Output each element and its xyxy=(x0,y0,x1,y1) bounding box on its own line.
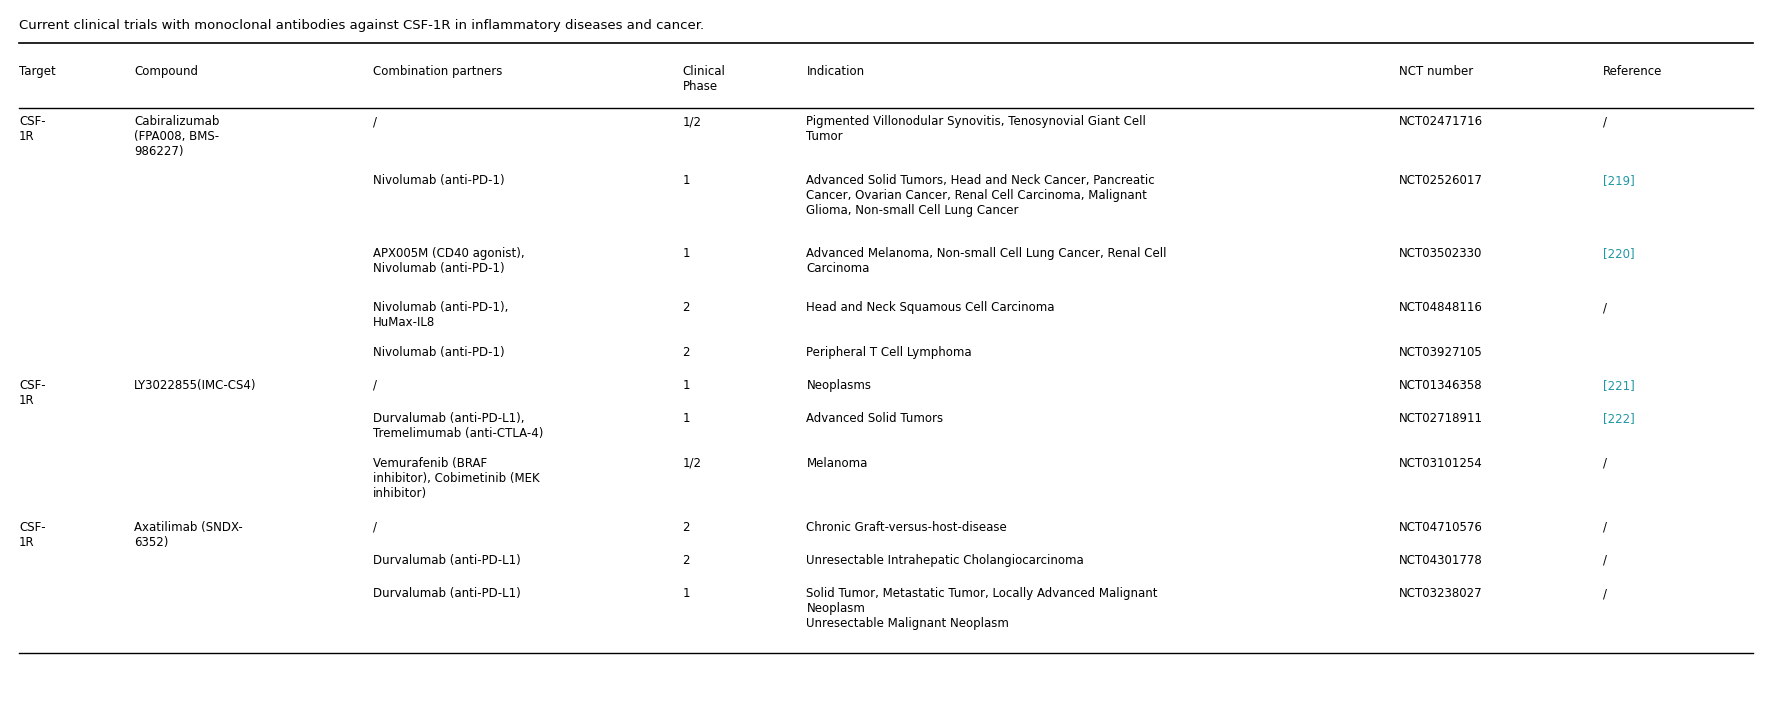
Text: LY3022855(IMC-CS4): LY3022855(IMC-CS4) xyxy=(135,379,257,392)
Text: /: / xyxy=(372,521,377,534)
Text: 1/2: 1/2 xyxy=(682,115,702,128)
Text: Pigmented Villonodular Synovitis, Tenosynovial Giant Cell
Tumor: Pigmented Villonodular Synovitis, Tenosy… xyxy=(806,115,1146,143)
Text: 2: 2 xyxy=(682,301,689,314)
Text: 1: 1 xyxy=(682,587,689,601)
Text: /: / xyxy=(1602,115,1607,128)
Text: [219]: [219] xyxy=(1602,174,1634,188)
Text: [221]: [221] xyxy=(1602,379,1634,392)
Text: /: / xyxy=(372,379,377,392)
Text: NCT04301778: NCT04301778 xyxy=(1400,554,1483,567)
Text: Current clinical trials with monoclonal antibodies against CSF-1R in inflammator: Current clinical trials with monoclonal … xyxy=(19,20,703,33)
Text: Advanced Solid Tumors: Advanced Solid Tumors xyxy=(806,412,943,425)
Text: Durvalumab (anti-PD-L1): Durvalumab (anti-PD-L1) xyxy=(372,587,521,601)
Text: CSF-
1R: CSF- 1R xyxy=(19,521,46,549)
Text: Target: Target xyxy=(19,65,57,78)
Text: Indication: Indication xyxy=(806,65,865,78)
Text: NCT03502330: NCT03502330 xyxy=(1400,247,1483,260)
Text: CSF-
1R: CSF- 1R xyxy=(19,379,46,406)
Text: 1/2: 1/2 xyxy=(682,457,702,470)
Text: 1: 1 xyxy=(682,379,689,392)
Text: Nivolumab (anti-PD-1),
HuMax-IL8: Nivolumab (anti-PD-1), HuMax-IL8 xyxy=(372,301,509,329)
Text: Chronic Graft-versus-host-disease: Chronic Graft-versus-host-disease xyxy=(806,521,1006,534)
Text: Melanoma: Melanoma xyxy=(806,457,868,470)
Text: NCT02526017: NCT02526017 xyxy=(1400,174,1483,188)
Text: 1: 1 xyxy=(682,412,689,425)
Text: /: / xyxy=(1602,554,1607,567)
Text: Advanced Solid Tumors, Head and Neck Cancer, Pancreatic
Cancer, Ovarian Cancer, : Advanced Solid Tumors, Head and Neck Can… xyxy=(806,174,1155,217)
Text: /: / xyxy=(1602,587,1607,601)
Text: CSF-
1R: CSF- 1R xyxy=(19,115,46,143)
Text: Neoplasms: Neoplasms xyxy=(806,379,872,392)
Text: 1: 1 xyxy=(682,174,689,188)
Text: Vemurafenib (BRAF
inhibitor), Cobimetinib (MEK
inhibitor): Vemurafenib (BRAF inhibitor), Cobimetini… xyxy=(372,457,539,500)
Text: 2: 2 xyxy=(682,554,689,567)
Text: NCT04848116: NCT04848116 xyxy=(1400,301,1483,314)
Text: /: / xyxy=(1602,521,1607,534)
Text: Axatilimab (SNDX-
6352): Axatilimab (SNDX- 6352) xyxy=(135,521,243,549)
Text: [220]: [220] xyxy=(1602,247,1634,260)
Text: NCT02718911: NCT02718911 xyxy=(1400,412,1483,425)
Text: Head and Neck Squamous Cell Carcinoma: Head and Neck Squamous Cell Carcinoma xyxy=(806,301,1054,314)
Text: NCT04710576: NCT04710576 xyxy=(1400,521,1483,534)
Text: 2: 2 xyxy=(682,346,689,359)
Text: Unresectable Intrahepatic Cholangiocarcinoma: Unresectable Intrahepatic Cholangiocarci… xyxy=(806,554,1084,567)
Text: APX005M (CD40 agonist),
Nivolumab (anti-PD-1): APX005M (CD40 agonist), Nivolumab (anti-… xyxy=(372,247,525,275)
Text: /: / xyxy=(1602,301,1607,314)
Text: Clinical
Phase: Clinical Phase xyxy=(682,65,725,93)
Text: /: / xyxy=(372,115,377,128)
Text: 1: 1 xyxy=(682,247,689,260)
Text: NCT01346358: NCT01346358 xyxy=(1400,379,1483,392)
Text: Nivolumab (anti-PD-1): Nivolumab (anti-PD-1) xyxy=(372,346,505,359)
Text: NCT number: NCT number xyxy=(1400,65,1473,78)
Text: /: / xyxy=(1602,457,1607,470)
Text: 2: 2 xyxy=(682,521,689,534)
Text: Durvalumab (anti-PD-L1): Durvalumab (anti-PD-L1) xyxy=(372,554,521,567)
Text: Nivolumab (anti-PD-1): Nivolumab (anti-PD-1) xyxy=(372,174,505,188)
Text: Compound: Compound xyxy=(135,65,198,78)
Text: Reference: Reference xyxy=(1602,65,1662,78)
Text: Combination partners: Combination partners xyxy=(372,65,501,78)
Text: Cabiralizumab
(FPA008, BMS-
986227): Cabiralizumab (FPA008, BMS- 986227) xyxy=(135,115,220,158)
Text: NCT02471716: NCT02471716 xyxy=(1400,115,1483,128)
Text: NCT03238027: NCT03238027 xyxy=(1400,587,1483,601)
Text: NCT03927105: NCT03927105 xyxy=(1400,346,1483,359)
Text: Solid Tumor, Metastatic Tumor, Locally Advanced Malignant
Neoplasm
Unresectable : Solid Tumor, Metastatic Tumor, Locally A… xyxy=(806,587,1157,630)
Text: Advanced Melanoma, Non-small Cell Lung Cancer, Renal Cell
Carcinoma: Advanced Melanoma, Non-small Cell Lung C… xyxy=(806,247,1168,275)
Text: Durvalumab (anti-PD-L1),
Tremelimumab (anti-CTLA-4): Durvalumab (anti-PD-L1), Tremelimumab (a… xyxy=(372,412,544,440)
Text: [222]: [222] xyxy=(1602,412,1634,425)
Text: Peripheral T Cell Lymphoma: Peripheral T Cell Lymphoma xyxy=(806,346,973,359)
Text: NCT03101254: NCT03101254 xyxy=(1400,457,1483,470)
